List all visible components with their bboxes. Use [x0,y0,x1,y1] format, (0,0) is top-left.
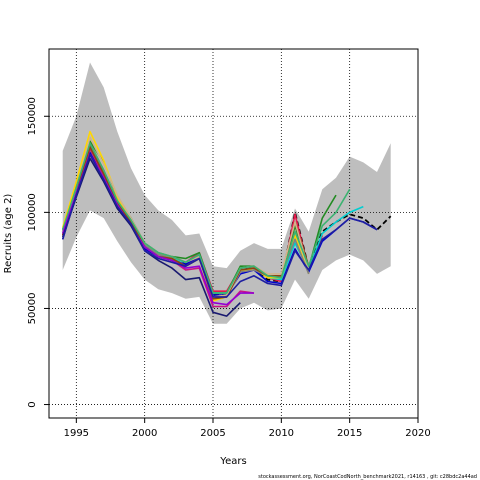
series-line-13 [61,157,241,317]
x-tick-label: 2000 [132,428,157,439]
y-tick-label: 0 [27,401,38,407]
y-tick-label: 150000 [27,97,38,135]
y-axis-title: Recruits (age 2) [3,194,14,274]
series-line-14 [61,153,378,298]
x-tick-label: 1995 [64,428,89,439]
series-lines [61,130,392,317]
y-tick-label: 50000 [27,293,38,325]
caption: stockassessment.org, NorCoastCodNorth_be… [258,474,477,480]
x-axis-title: Years [219,456,246,467]
x-tick-label: 2005 [200,428,225,439]
y-axis: 0 50000 100000 150000 [27,97,49,408]
confidence-band [62,62,391,324]
plot-frame [48,48,419,419]
x-axis: 1995 2000 2005 2010 2015 2020 [64,418,431,439]
plot-area [48,48,419,419]
x-tick-label: 2020 [405,428,430,439]
x-tick-label: 2015 [337,428,362,439]
series-line-11 [61,142,351,294]
x-tick-label: 2010 [269,428,294,439]
y-tick-label: 100000 [27,193,38,231]
